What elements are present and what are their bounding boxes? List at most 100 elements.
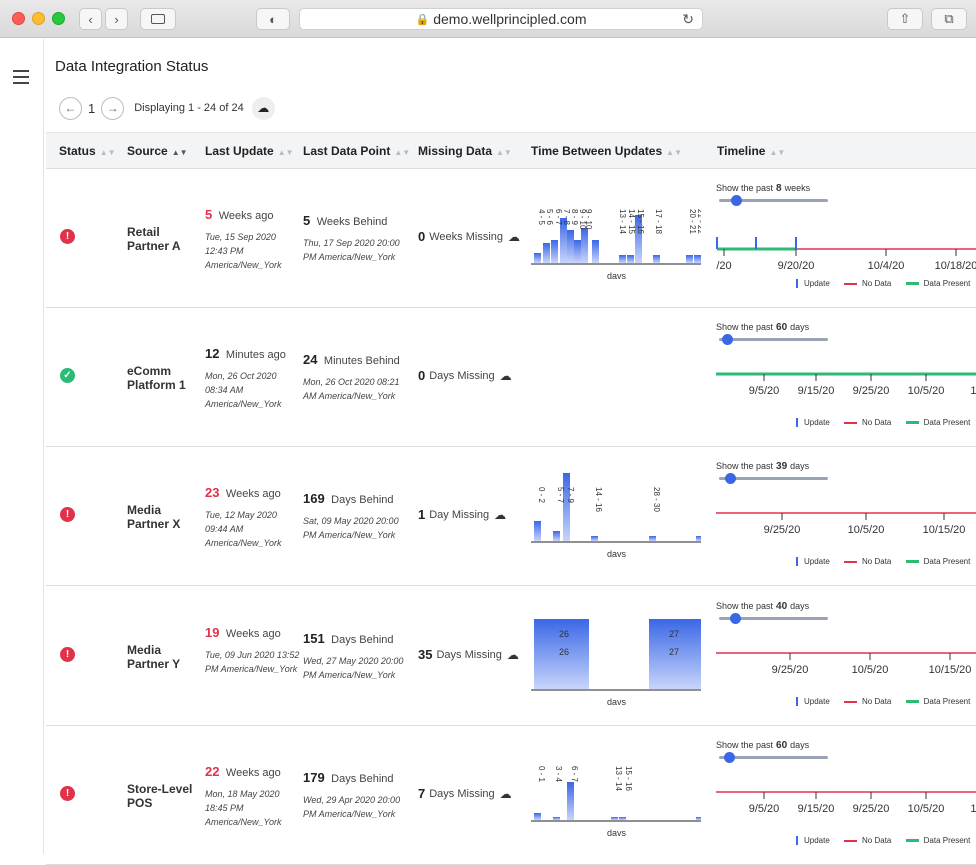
zoom-window-button[interactable] (52, 12, 65, 25)
next-page-button[interactable]: → (101, 96, 125, 120)
tbu-xlabel: davs (607, 828, 627, 838)
sort-icon: ▲▼ (171, 148, 188, 157)
download-button[interactable]: ☁ (251, 96, 275, 120)
timeline-range-slider[interactable] (719, 334, 828, 345)
timeline-chart: /20 9/20/20 10/4/20 10/18/20 (716, 237, 976, 272)
no-data-legend-swatch (844, 282, 858, 285)
table-row[interactable]: ✓ eComm Platform 1 12 Minutes ago Mon, 26… (46, 308, 976, 447)
tbu-bar-label: 27 (669, 629, 679, 639)
slider-knob[interactable] (724, 752, 735, 763)
timeline-range-slider[interactable] (719, 613, 828, 624)
tbu-bar (635, 215, 642, 263)
address-bar[interactable]: 🔒 demo.wellprincipled.com ↻ (299, 8, 703, 30)
table-row[interactable]: ! Media Partner X 23 Weeks ago Tue, 12 Ma… (46, 447, 976, 586)
last-data-point-unit: Days Behind (331, 494, 394, 506)
cloud-download-icon[interactable]: ☁ (499, 786, 512, 801)
missing-data-cell: 0 Days Missing ☁ (418, 368, 512, 383)
last-data-point-cell: 179 Days Behind Wed, 29 Apr 2020 20:00 P… (303, 769, 411, 821)
arrow-left-icon: ← (64, 101, 77, 115)
timeline-tick-label: 10/15/20 (929, 664, 972, 676)
slider-knob[interactable] (730, 613, 741, 624)
error-circle-icon: ! (60, 507, 75, 522)
cloud-download-icon[interactable]: ☁ (508, 229, 520, 244)
update-legend-swatch (796, 557, 798, 567)
last-update-date: Tue, 12 May 2020 09:44 AM America/New_Yo… (205, 510, 282, 548)
timeline-range-slider[interactable] (719, 752, 828, 763)
time-between-updates-chart: 0 - 2 5 - 77 - 9 14 - 16 28 - 30 40 - 42 davs (531, 473, 708, 559)
slider-knob[interactable] (722, 334, 733, 345)
col-source[interactable]: Source ▲▼ (127, 144, 188, 158)
timeline-cell: Show the past 8 weeks /20 9/20/20 10/4/20 10/… (716, 183, 976, 289)
tbu-bar-label: 14 - 15 (627, 209, 636, 234)
slider-knob[interactable] (731, 195, 742, 206)
back-button[interactable]: ‹ (79, 8, 102, 30)
timeline-tick-label: 10/5/20 (908, 385, 945, 397)
slider-knob[interactable] (725, 473, 736, 484)
timeline-tick-label: 10/5/20 (848, 524, 885, 536)
error-circle-icon: ! (60, 786, 75, 801)
check-circle-icon: ✓ (60, 368, 75, 383)
col-last-update[interactable]: Last Update ▲▼ (205, 144, 294, 158)
present-legend-swatch (905, 282, 919, 286)
timeline-tick-label: 10/ (970, 385, 976, 397)
forward-button[interactable]: › (105, 8, 128, 30)
source-name: Media Partner Y (127, 643, 181, 671)
last-data-point-unit: Days Behind (331, 634, 394, 646)
legend-no-data-label: No Data (862, 697, 892, 706)
tbu-bar-label: 26 (559, 647, 569, 657)
tbu-bar (694, 255, 701, 263)
sort-icon: ▲▼ (394, 148, 411, 157)
last-data-point-cell: 169 Days Behind Sat, 09 May 2020 20:00 P… (303, 490, 411, 542)
prev-page-button[interactable]: ← (59, 96, 82, 120)
cloud-download-icon[interactable]: ☁ (499, 368, 512, 383)
missing-data-value: 0 (418, 229, 426, 244)
no-data-legend-swatch (844, 700, 858, 703)
tbu-bar (649, 619, 704, 689)
last-update-cell: 19 Weeks ago Tue, 09 Jun 2020 13:52 PM A… (205, 624, 300, 676)
last-data-point-cell: 5 Weeks Behind Thu, 17 Sep 2020 20:00 PM… (303, 212, 411, 264)
last-data-point-unit: Minutes Behind (323, 355, 400, 367)
last-data-point-date: Mon, 26 Oct 2020 08:21 AM America/New_Yo… (303, 377, 400, 401)
legend-present-label: Data Present (923, 836, 971, 845)
col-time-between-updates[interactable]: Time Between Updates ▲▼ (531, 144, 682, 158)
missing-data-unit: Weeks Missing (429, 230, 503, 243)
minimize-window-button[interactable] (32, 12, 45, 25)
table-row[interactable]: ! Store-Level POS 22 Weeks ago Mon, 18 Ma… (46, 726, 976, 865)
chevron-left-icon: ‹ (88, 11, 93, 27)
tbu-bar (567, 230, 574, 263)
no-data-legend-swatch (844, 839, 858, 842)
share-button[interactable]: ⇧ (887, 8, 923, 30)
table-row[interactable]: ! Media Partner Y 19 Weeks ago Tue, 09 Ju… (46, 587, 976, 726)
missing-data-value: 35 (418, 647, 433, 662)
tabs-overview-button[interactable]: ⧉ (931, 8, 967, 30)
privacy-button[interactable]: ◐ (256, 8, 290, 30)
last-data-point-date: Wed, 29 Apr 2020 20:00 PM America/New_Yo… (303, 795, 401, 819)
browser-toolbar: ‹ › ◐ 🔒 demo.wellprincipled.com ↻ ⇧ ⧉ (0, 0, 976, 38)
hamburger-menu-icon[interactable] (13, 70, 29, 88)
col-missing-data[interactable]: Missing Data ▲▼ (418, 144, 512, 158)
reload-icon[interactable]: ↻ (682, 11, 694, 27)
col-timeline[interactable]: Timeline ▲▼ (717, 144, 786, 158)
last-update-cell: 22 Weeks ago Mon, 18 May 2020 18:45 PM A… (205, 763, 300, 829)
tbu-bar-label: 40 - 42 (699, 487, 701, 512)
source-name: Media Partner X (127, 503, 181, 531)
close-window-button[interactable] (12, 12, 25, 25)
tbu-bar-label: 0 - 1 (537, 766, 546, 783)
cloud-download-icon[interactable]: ☁ (506, 647, 519, 662)
tbu-bar-label: 6 - 7 (554, 209, 563, 226)
present-legend-swatch (905, 839, 919, 843)
tbu-bar-label: 21 - 22 (696, 209, 701, 234)
col-last-data-point[interactable]: Last Data Point ▲▼ (303, 144, 411, 158)
timeline-range-slider[interactable] (719, 195, 828, 206)
table-row[interactable]: ! Retail Partner A 5 Weeks ago Tue, 15 Se… (46, 169, 976, 308)
sidebar-toggle-button[interactable] (140, 8, 176, 30)
timeline-range-slider[interactable] (719, 473, 828, 484)
tbu-bar (543, 243, 550, 263)
cloud-download-icon[interactable]: ☁ (494, 507, 507, 522)
tbu-bar (627, 255, 634, 263)
time-between-updates-chart: 26 26 27 27 davs (531, 619, 704, 707)
col-status[interactable]: Status ▲▼ (59, 144, 116, 158)
sidebar-icon (151, 14, 165, 24)
tbu-bar (696, 536, 703, 541)
last-update-value: 23 (205, 485, 220, 500)
